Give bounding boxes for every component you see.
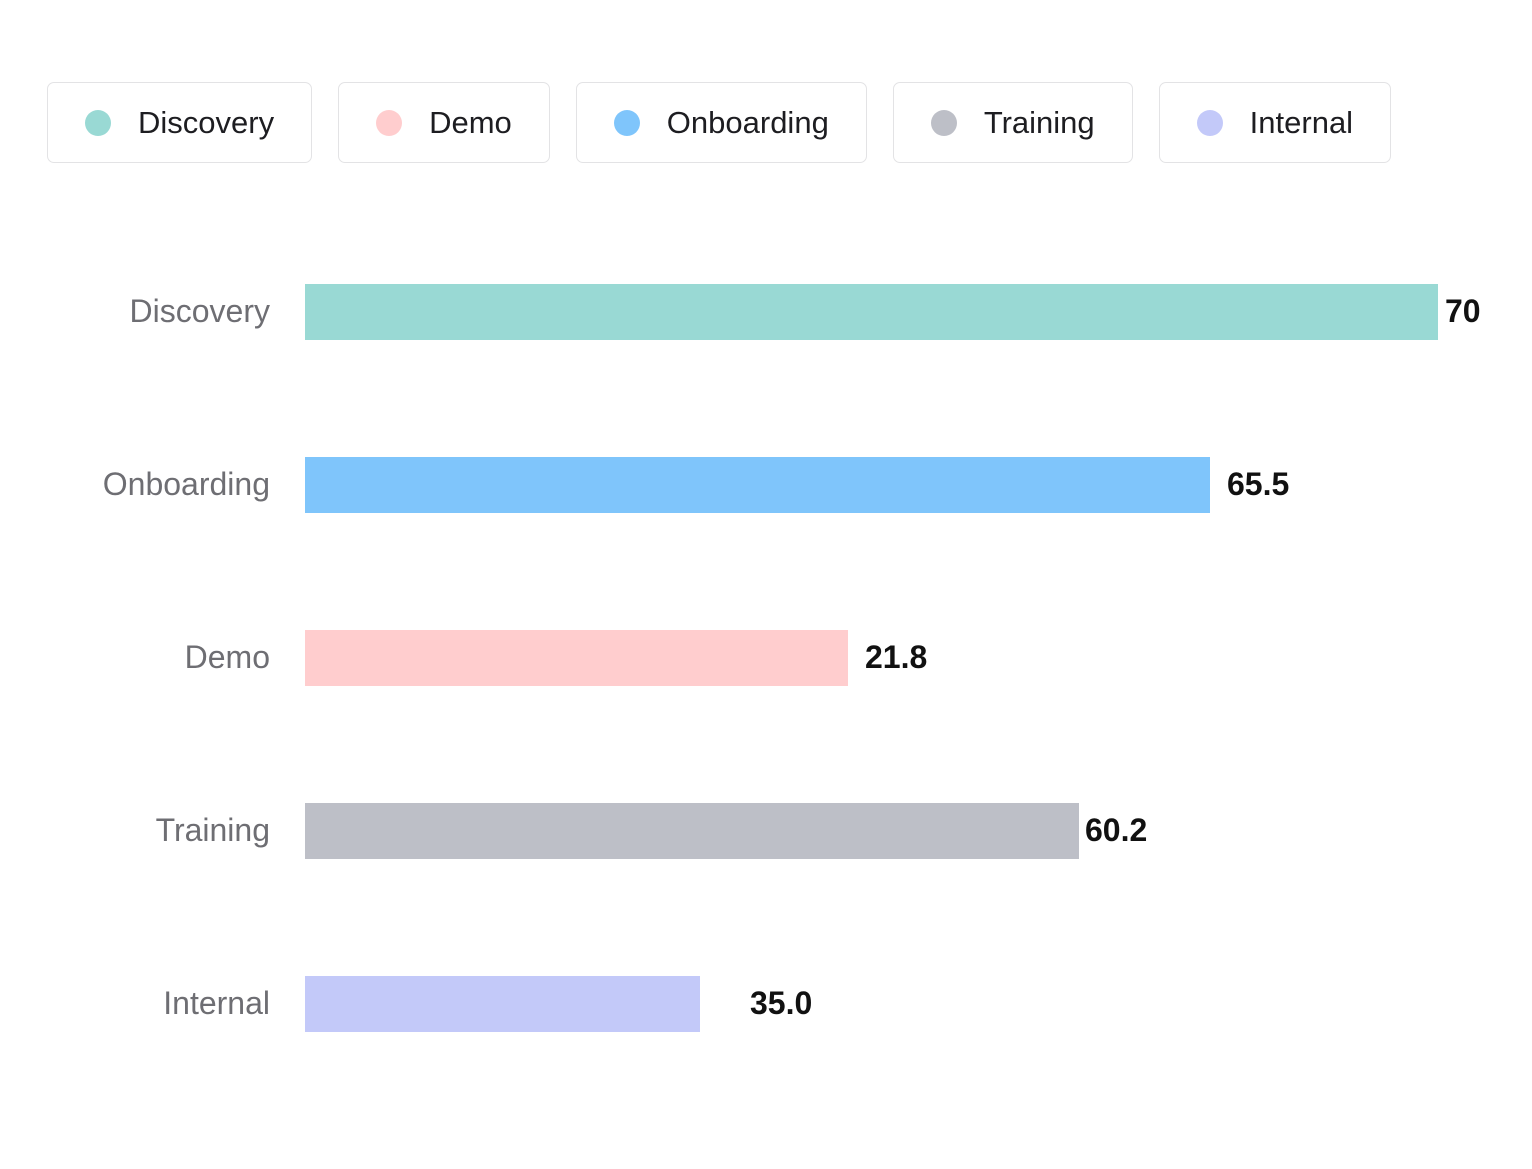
chart-row-demo: Demo 21.8 <box>0 571 1532 744</box>
legend: Discovery Demo Onboarding Training Internal <box>47 82 1532 163</box>
chart-area: Discovery 70 Onboarding 65.5 Demo 21.8 Trainin… <box>0 225 1532 1090</box>
category-label: Discovery <box>129 293 270 329</box>
value-label: 35.0 <box>750 985 813 1021</box>
bar-demo <box>305 629 848 686</box>
category-label: Training <box>155 812 270 848</box>
category-label: Internal <box>163 985 270 1021</box>
legend-item-label: Discovery <box>138 104 275 140</box>
legend-item-demo[interactable]: Demo <box>338 82 550 163</box>
chart-row-training: Training 60.2 <box>0 744 1532 917</box>
dot-icon <box>930 109 957 136</box>
bar-onboarding <box>305 456 1210 513</box>
legend-item-label: Internal <box>1249 104 1354 140</box>
value-label: 60.2 <box>1085 812 1148 848</box>
dot-icon <box>376 109 403 136</box>
legend-item-training[interactable]: Training <box>892 82 1133 163</box>
bar-track: 35.0 <box>270 975 1532 1032</box>
dot-icon <box>1196 109 1223 136</box>
dot-icon <box>85 109 111 136</box>
chart-row-internal: Internal 35.0 <box>0 917 1532 1090</box>
bar-track: 60.2 <box>270 802 1532 859</box>
legend-item-discovery[interactable]: Discovery <box>47 82 313 163</box>
bar-discovery <box>305 283 1438 340</box>
bar-track: 21.8 <box>270 629 1532 686</box>
value-label: 65.5 <box>1227 466 1290 502</box>
chart-row-discovery: Discovery 70 <box>0 225 1532 398</box>
legend-item-internal[interactable]: Internal <box>1158 82 1392 163</box>
bar-track: 70 <box>270 283 1532 340</box>
value-label: 21.8 <box>865 639 928 675</box>
category-label: Demo <box>184 639 270 675</box>
bar-training <box>305 802 1079 859</box>
legend-item-onboarding[interactable]: Onboarding <box>575 82 867 163</box>
legend-item-label: Onboarding <box>666 104 829 140</box>
category-label: Onboarding <box>102 466 270 502</box>
legend-item-label: Training <box>983 104 1095 140</box>
legend-item-label: Demo <box>429 104 512 140</box>
bar-track: 65.5 <box>270 456 1532 513</box>
value-label: 70 <box>1445 293 1481 329</box>
dot-icon <box>613 109 640 136</box>
bar-chart-page: Discovery Demo Onboarding Training Internal … <box>0 82 1532 1169</box>
bar-internal <box>305 975 700 1032</box>
chart-row-onboarding: Onboarding 65.5 <box>0 398 1532 571</box>
